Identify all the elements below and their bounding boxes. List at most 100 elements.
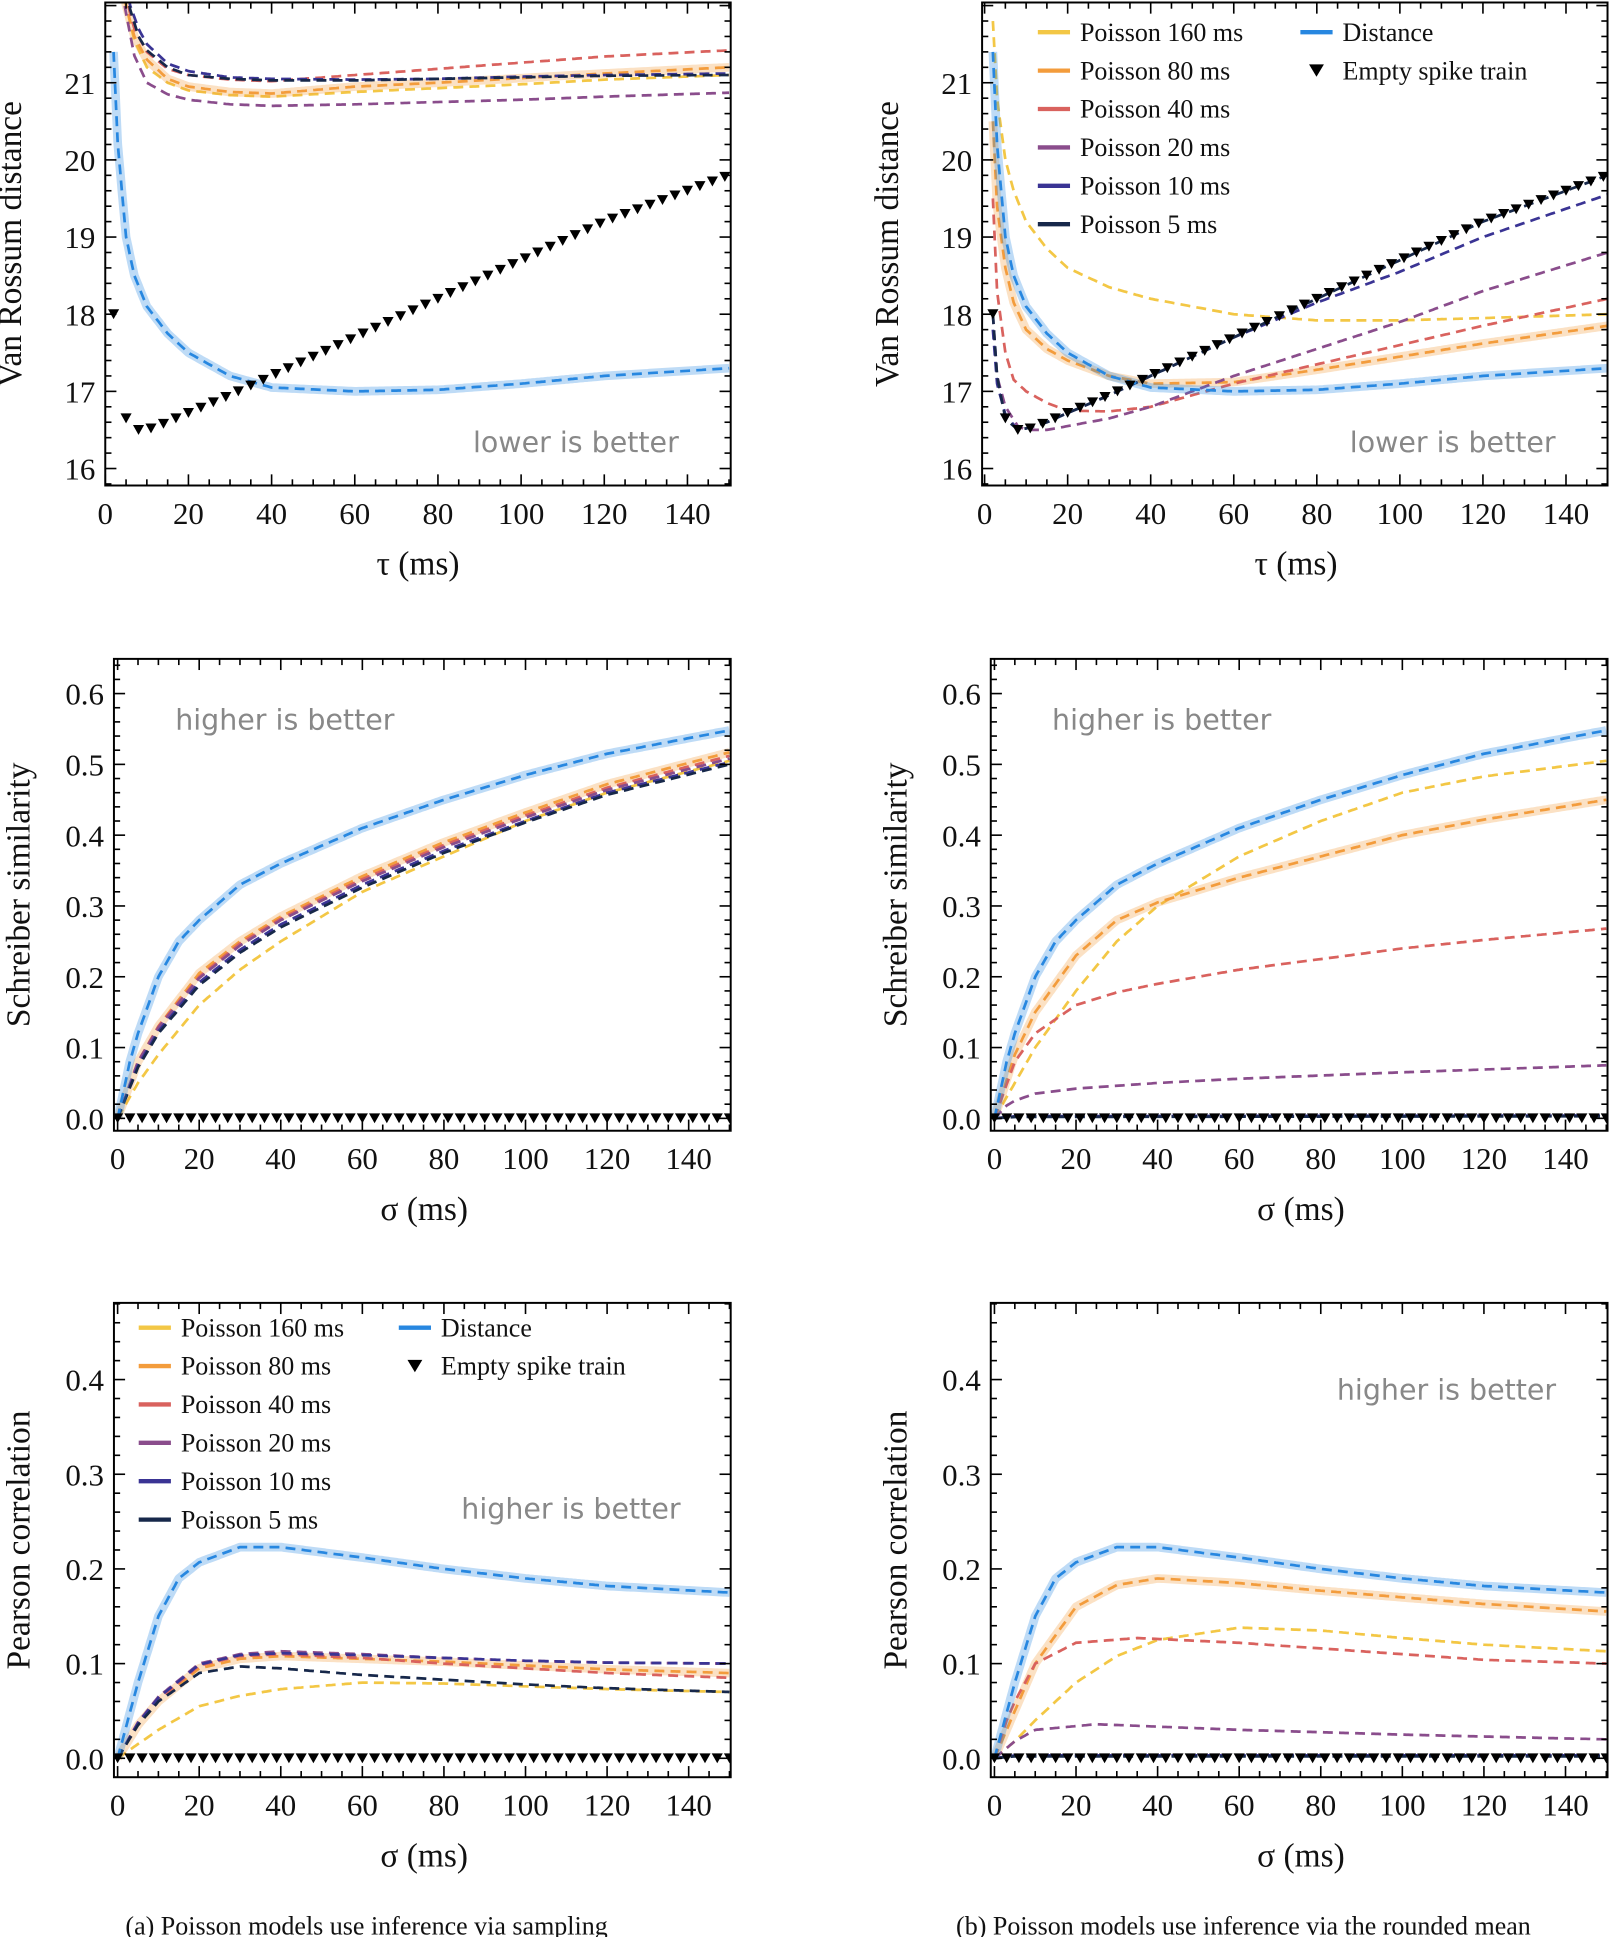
- axes-frame: [989, 1301, 1609, 1779]
- empty-spike-train-marker: [1086, 397, 1099, 408]
- empty-spike-train-marker: [1515, 1113, 1527, 1124]
- empty-spike-train-marker: [145, 423, 157, 434]
- empty-spike-train-marker: [320, 345, 332, 356]
- empty-spike-train-marker: [1527, 1753, 1539, 1764]
- empty-spike-train-marker: [1576, 1753, 1588, 1764]
- empty-spike-train-marker: [257, 374, 269, 385]
- series-line-poisson-5-ms: [116, 1665, 730, 1759]
- empty-spike-train-marker: [644, 199, 656, 210]
- x-tick-label: 60: [339, 496, 370, 531]
- empty-spike-train-marker: [638, 1113, 650, 1124]
- empty-spike-train-marker: [430, 1753, 442, 1764]
- y-tick-label: 0.0: [65, 1101, 104, 1136]
- empty-spike-train-marker: [369, 1753, 381, 1764]
- empty-spike-train-marker: [1311, 293, 1323, 304]
- y-tick-label: 0.0: [65, 1741, 104, 1776]
- empty-spike-train-marker: [1539, 1113, 1551, 1124]
- empty-spike-train-marker: [552, 1753, 564, 1764]
- empty-spike-train-marker: [369, 322, 382, 333]
- legend-label: Poisson 10 ms: [1080, 171, 1230, 200]
- plot-area: [990, 1542, 1608, 1764]
- caption-b: (b) Poisson models use inference via the…: [956, 1912, 1531, 1937]
- empty-spike-train-marker: [1466, 1113, 1478, 1124]
- empty-spike-train-marker: [381, 1113, 393, 1124]
- x-tick-label: 120: [1460, 496, 1506, 531]
- empty-spike-train-marker: [1013, 1113, 1025, 1124]
- empty-spike-train-marker: [1564, 1753, 1576, 1764]
- plot-area: [987, 21, 1608, 435]
- empty-spike-train-marker: [454, 1753, 466, 1764]
- y-tick-label: 0.4: [942, 818, 981, 853]
- empty-spike-train-marker: [1147, 1113, 1160, 1124]
- y-tick-label: 0.4: [942, 1363, 981, 1398]
- legend-item: Poisson 20 ms: [1037, 133, 1230, 162]
- empty-spike-train-marker: [1024, 423, 1036, 434]
- empty-spike-train-marker: [1490, 1753, 1502, 1764]
- empty-spike-train-marker: [1221, 1113, 1233, 1124]
- x-tick-label: 40: [256, 496, 287, 531]
- x-tick-label: 80: [1301, 496, 1332, 531]
- x-tick-label: 40: [1142, 1788, 1173, 1823]
- series-band-distance: [988, 51, 1608, 396]
- empty-spike-train-marker: [1236, 328, 1248, 339]
- x-tick-label: 120: [584, 1788, 630, 1823]
- legend-label: Poisson 160 ms: [181, 1313, 344, 1342]
- legend-marker-triangle: [407, 1359, 423, 1373]
- y-tick-label: 0.5: [65, 748, 104, 783]
- x-tick-label: 80: [1305, 1788, 1336, 1823]
- x-tick-label: 100: [1377, 496, 1423, 531]
- empty-spike-train-marker: [283, 1113, 295, 1124]
- empty-spike-train-marker: [1221, 1753, 1233, 1764]
- empty-spike-train-marker: [1074, 1113, 1086, 1124]
- empty-spike-train-marker: [479, 1113, 491, 1124]
- y-axis-label: Van Rossum distance: [0, 101, 29, 387]
- empty-spike-train-marker: [1392, 1753, 1404, 1764]
- x-tick-label: 0: [110, 1788, 125, 1823]
- empty-spike-train-marker: [246, 1753, 258, 1764]
- empty-spike-train-marker: [1398, 253, 1410, 264]
- empty-spike-train-marker: [582, 224, 594, 235]
- y-tick-label: 19: [64, 220, 95, 255]
- empty-spike-train-marker: [1261, 316, 1273, 327]
- empty-spike-train-marker: [589, 1753, 601, 1764]
- legend-label: Poisson 80 ms: [1080, 56, 1230, 85]
- empty-spike-train-marker: [1417, 1113, 1429, 1124]
- empty-spike-train-marker: [222, 1753, 234, 1764]
- x-tick-label: 140: [1542, 1141, 1588, 1176]
- empty-spike-train-marker: [1135, 1753, 1147, 1764]
- y-tick-label: 0.0: [942, 1741, 981, 1776]
- x-axis-label: σ (ms): [1257, 1191, 1345, 1228]
- y-tick-label: 0.1: [942, 1031, 981, 1066]
- series-line-distance: [116, 1545, 730, 1759]
- empty-spike-train-marker: [1074, 1753, 1086, 1764]
- x-tick-label: 100: [498, 496, 544, 531]
- y-tick-label: 17: [941, 375, 972, 410]
- legend-label: Distance: [1342, 18, 1433, 47]
- empty-spike-train-marker: [466, 1753, 479, 1764]
- y-tick-label: 0.4: [65, 1363, 104, 1398]
- axes-frame: [104, 1, 732, 487]
- y-tick-label: 0.3: [942, 889, 981, 924]
- x-tick-label: 40: [265, 1788, 296, 1823]
- x-tick-label: 20: [1052, 496, 1083, 531]
- series-line-poisson-80-ms: [993, 1577, 1607, 1759]
- empty-spike-train-marker: [307, 1753, 319, 1764]
- y-tick-label: 20: [941, 143, 972, 178]
- x-tick-label: 140: [664, 496, 710, 531]
- empty-spike-train-marker: [594, 218, 606, 229]
- empty-spike-train-marker: [1298, 299, 1310, 310]
- y-tick-label: 0.2: [65, 960, 104, 995]
- empty-spike-train-marker: [295, 1113, 307, 1124]
- empty-spike-train-marker: [1448, 230, 1460, 241]
- y-tick-label: 17: [64, 375, 95, 410]
- y-tick-label: 0.1: [65, 1031, 104, 1066]
- x-tick-label: 80: [422, 496, 453, 531]
- empty-spike-train-marker: [519, 253, 531, 264]
- axes-frame: [112, 657, 732, 1132]
- empty-spike-train-marker: [1062, 1753, 1074, 1764]
- empty-spike-train-marker: [320, 1113, 332, 1124]
- x-tick-label: 80: [428, 1788, 459, 1823]
- series-band-distance: [113, 726, 731, 1120]
- empty-spike-train-marker: [1466, 1753, 1478, 1764]
- legend-label: Poisson 10 ms: [181, 1467, 331, 1496]
